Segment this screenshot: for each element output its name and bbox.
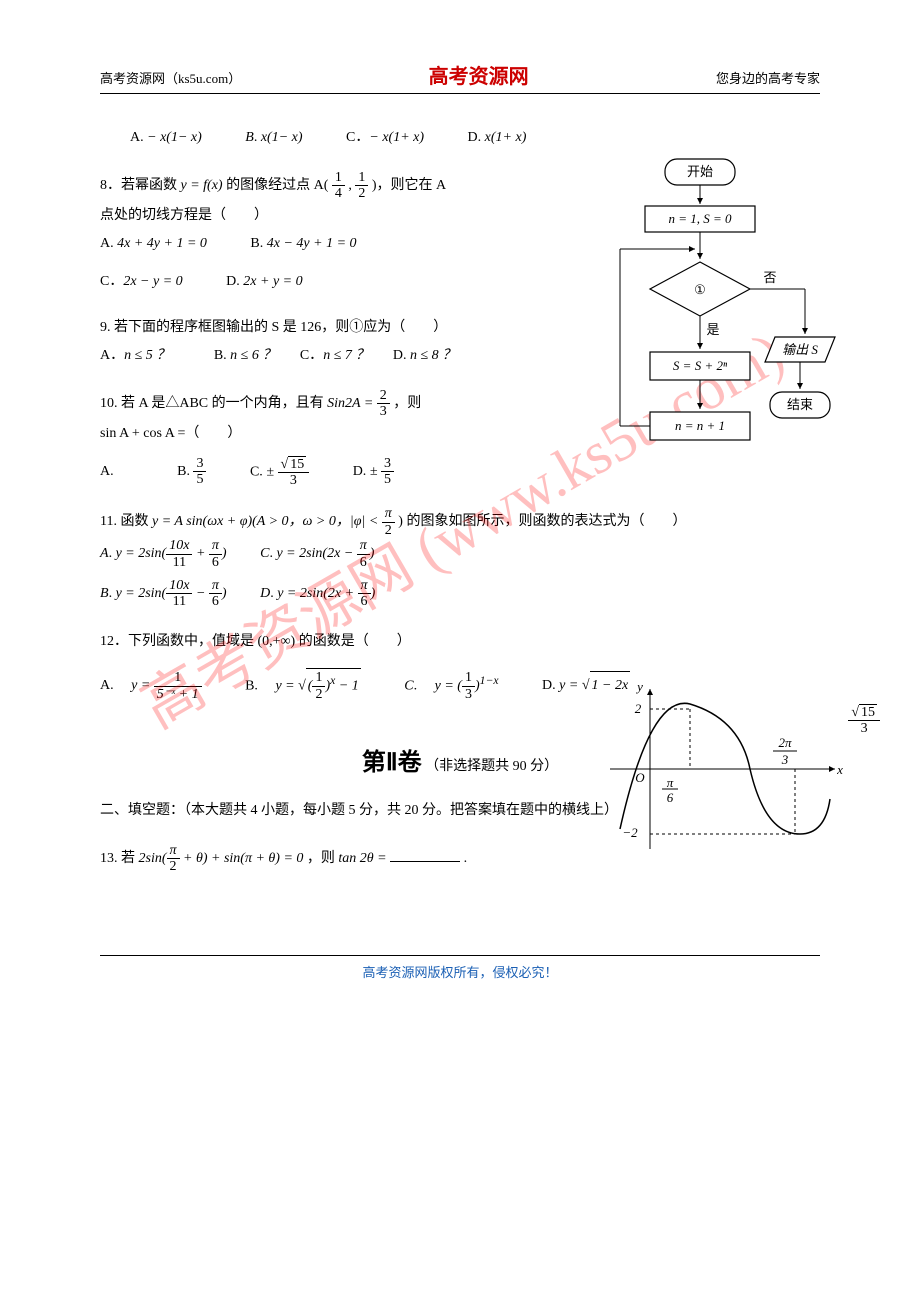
q10-expr: Sin2A = xyxy=(327,396,377,411)
q8-expr: y = f(x) xyxy=(181,178,223,193)
svg-text:①: ① xyxy=(694,282,706,297)
svg-text:n = n + 1: n = n + 1 xyxy=(675,418,725,433)
q7-opt-a: − x(1− x) xyxy=(147,130,202,145)
svg-text:6: 6 xyxy=(667,790,674,805)
q8-c: 2x − y = 0 xyxy=(123,274,182,289)
svg-text:输出 S: 输出 S xyxy=(782,342,818,357)
section-2-small: （非选择题共 90 分） xyxy=(425,759,558,774)
q8-post: )，则它在 A xyxy=(372,178,446,193)
svg-text:否: 否 xyxy=(763,270,776,285)
q11-expr: y = A sin(ωx + φ)(A > 0，ω > 0，|φ| < xyxy=(152,514,382,529)
svg-text:y: y xyxy=(635,679,643,694)
q11-pre: 11. 函数 xyxy=(100,514,152,529)
q13-pre: 13. 若 xyxy=(100,851,139,866)
page-header: 高考资源网（ks5u.com） 高考资源网 您身边的高考专家 xyxy=(100,60,820,94)
q8-mid: 的图像经过点 A( xyxy=(226,178,328,193)
svg-text:−2: −2 xyxy=(622,825,638,840)
svg-text:2: 2 xyxy=(635,701,642,716)
q8-line2: 点处的切线方程是（ ） xyxy=(100,208,268,223)
q8-d: 2x + y = 0 xyxy=(243,274,302,289)
q10-line2: sin A + cos A =（ ） xyxy=(100,426,241,441)
q12-text: 12．下列函数中，值域是 (0,+∞) 的函数是（ ） xyxy=(100,628,820,656)
svg-text:3: 3 xyxy=(781,752,789,767)
q13-mid: ，则 xyxy=(307,851,339,866)
sine-graph: x y O 2 −2 π 6 2π xyxy=(590,679,860,864)
q9-text: 9. 若下面的程序框图输出的 S 是 126，则①应为（ ） xyxy=(100,314,530,342)
q7-opt-d: x(1+ x) xyxy=(485,130,527,145)
svg-text:n = 1, S = 0: n = 1, S = 0 xyxy=(668,211,732,226)
question-8: 8．若幂函数 y = f(x) 的图像经过点 A( 14 , 12 )，则它在 … xyxy=(100,170,530,296)
content: 高考资源网 (www.ks5u.com) A. − x(1− x) B. x(1… xyxy=(100,124,820,875)
svg-text:结束: 结束 xyxy=(787,397,813,412)
svg-text:π: π xyxy=(667,775,674,790)
q8-a: 4x + 4y + 1 = 0 xyxy=(117,236,207,251)
header-right: 您身边的高考专家 xyxy=(716,68,820,87)
svg-text:x: x xyxy=(836,762,843,777)
flowchart: 开始 n = 1, S = 0 ① 否 是 S = S + 2ⁿ xyxy=(610,154,840,529)
header-center: 高考资源网 xyxy=(429,60,529,89)
q7-options: A. − x(1− x) B. x(1− x) C．− x(1+ x) D. x… xyxy=(100,124,820,152)
svg-text:是: 是 xyxy=(706,322,719,337)
page-footer: 高考资源网版权所有，侵权必究！ xyxy=(100,955,820,981)
q8-pre: 8．若幂函数 xyxy=(100,178,181,193)
q13-blank xyxy=(390,861,460,862)
q9-b: n ≤ 6 ？ xyxy=(230,348,276,363)
q10-post: ，则 xyxy=(393,396,421,411)
section-2-big: 第Ⅱ卷 xyxy=(362,750,422,776)
question-10: 10. 若 A 是△ABC 的一个内角，且有 Sin2A = 23 ，则 sin… xyxy=(100,388,530,489)
svg-text:S = S + 2ⁿ: S = S + 2ⁿ xyxy=(673,358,728,373)
question-9: 9. 若下面的程序框图输出的 S 是 126，则①应为（ ） A．n ≤ 5 ？… xyxy=(100,314,530,370)
q10-pre: 10. 若 A 是△ABC 的一个内角，且有 xyxy=(100,396,327,411)
q7-opt-b: x(1− x) xyxy=(261,130,303,145)
q9-a: n ≤ 5 ？ xyxy=(124,348,170,363)
q7-opt-c: − x(1+ x) xyxy=(369,130,424,145)
svg-text:O: O xyxy=(635,770,645,785)
header-left: 高考资源网（ks5u.com） xyxy=(100,68,241,87)
q9-d: n ≤ 8 ？ xyxy=(410,348,456,363)
q9-c: n ≤ 7 ？ xyxy=(323,348,369,363)
svg-text:开始: 开始 xyxy=(687,164,713,179)
svg-text:2π: 2π xyxy=(778,735,792,750)
q10-a: A. xyxy=(100,464,114,479)
q8-b: 4x − 4y + 1 = 0 xyxy=(267,236,357,251)
